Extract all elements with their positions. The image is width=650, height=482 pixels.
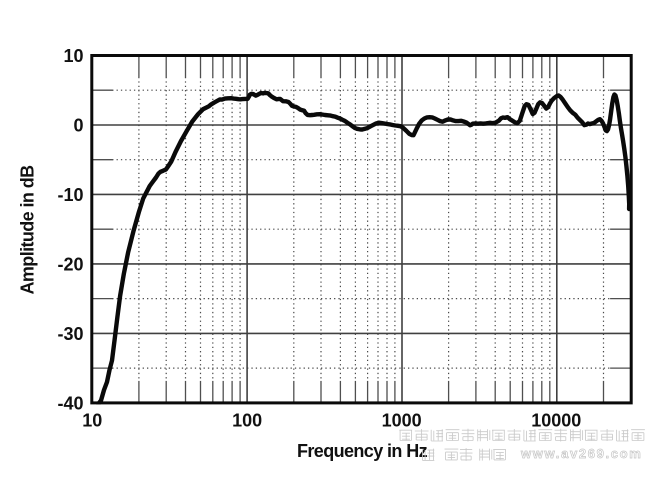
- svg-text:10000: 10000: [531, 411, 581, 431]
- svg-text:-30: -30: [57, 324, 83, 344]
- svg-text:Frequency in Hz: Frequency in Hz: [297, 441, 428, 461]
- svg-text:www.av269.com: www.av269.com: [520, 446, 642, 461]
- svg-text:-10: -10: [57, 185, 83, 205]
- svg-text:100: 100: [232, 411, 262, 431]
- svg-text:1000: 1000: [382, 411, 422, 431]
- svg-text:Amplitude in dB: Amplitude in dB: [18, 165, 38, 295]
- svg-text:10: 10: [63, 46, 83, 66]
- svg-text:-40: -40: [57, 393, 83, 413]
- svg-text:-20: -20: [57, 254, 83, 274]
- svg-text:10: 10: [82, 411, 102, 431]
- svg-text:0: 0: [73, 116, 83, 136]
